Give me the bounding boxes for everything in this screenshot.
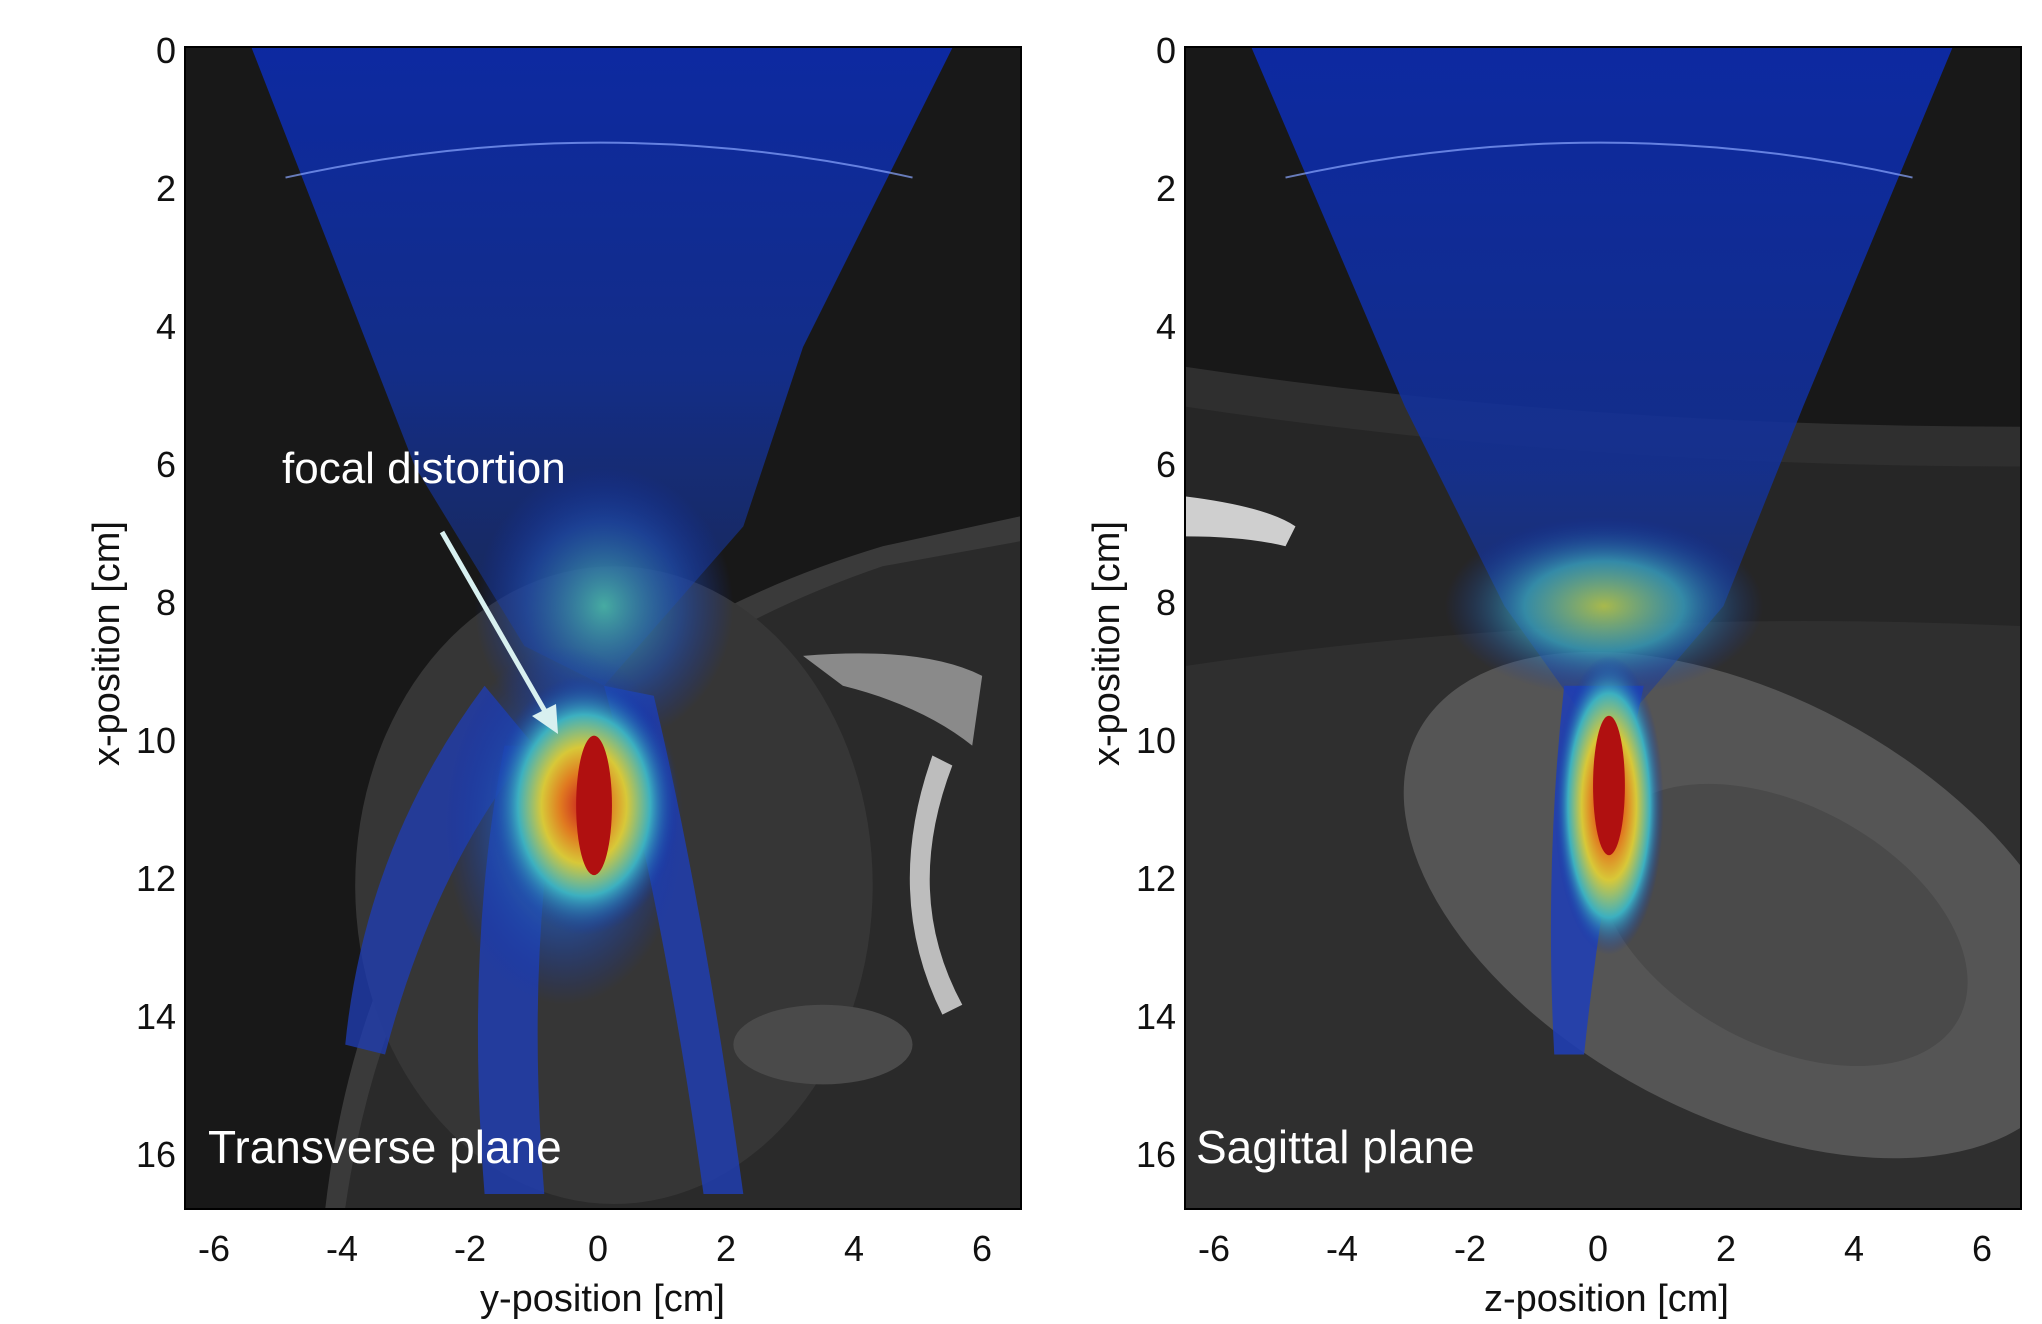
- x-tick-label: -4: [325, 1228, 358, 1269]
- y-tick-label: 4: [155, 306, 176, 347]
- y-tick-label: 6: [155, 444, 176, 485]
- x-tick-label: -6: [1197, 1228, 1230, 1269]
- x-tick-label: 6: [971, 1228, 993, 1269]
- transverse-ultrasound-field: [251, 48, 1020, 1208]
- x-tick-label: 6: [1971, 1228, 1993, 1269]
- x-tick-label: 4: [1843, 1228, 1865, 1269]
- transverse-y-axis-title: x-position [cm]: [86, 521, 128, 766]
- y-tick-label: 14: [135, 996, 176, 1037]
- y-tick-label: 16: [135, 1134, 176, 1175]
- transverse-x-axis-title: y-position [cm]: [480, 1278, 725, 1320]
- sagittal-x-axis-title: z-position [cm]: [1484, 1278, 1729, 1320]
- sagittal-plane-label: Sagittal plane: [1196, 1121, 1475, 1173]
- x-tick-label: 2: [715, 1228, 737, 1269]
- y-tick-label: 8: [155, 582, 176, 623]
- x-tick-label: 0: [1587, 1228, 1609, 1269]
- x-tick-label: -4: [1325, 1228, 1358, 1269]
- y-tick-label: 2: [155, 168, 176, 209]
- y-tick-label: 0: [1155, 30, 1176, 71]
- y-tick-label: 12: [135, 858, 176, 899]
- y-tick-label: 8: [1155, 582, 1176, 623]
- y-tick-label: 6: [1155, 444, 1176, 485]
- x-tick-label: -6: [197, 1228, 230, 1269]
- x-tick-label: -2: [1453, 1228, 1486, 1269]
- y-tick-label: 4: [1155, 306, 1176, 347]
- sagittal-ultrasound-field: [1186, 48, 2020, 1208]
- x-tick-label: 2: [1715, 1228, 1737, 1269]
- y-tick-label: 10: [135, 720, 176, 761]
- transverse-image: [184, 46, 1022, 1210]
- sagittal-y-axis-title: x-position [cm]: [1086, 521, 1128, 766]
- y-tick-label: 14: [1135, 996, 1176, 1037]
- y-tick-label: 10: [1135, 720, 1176, 761]
- x-tick-label: -2: [453, 1228, 486, 1269]
- transverse-plane-label: Transverse plane: [208, 1121, 562, 1173]
- y-tick-label: 12: [1135, 858, 1176, 899]
- y-tick-label: 0: [155, 30, 176, 71]
- y-tick-label: 16: [1135, 1134, 1176, 1175]
- x-tick-label: 0: [587, 1228, 609, 1269]
- sagittal-image: [1184, 46, 2022, 1210]
- x-tick-label: 4: [843, 1228, 865, 1269]
- y-tick-label: 2: [1155, 168, 1176, 209]
- annotation-arrow-icon: [439, 530, 558, 734]
- focal-distortion-annotation: focal distortion: [282, 444, 566, 493]
